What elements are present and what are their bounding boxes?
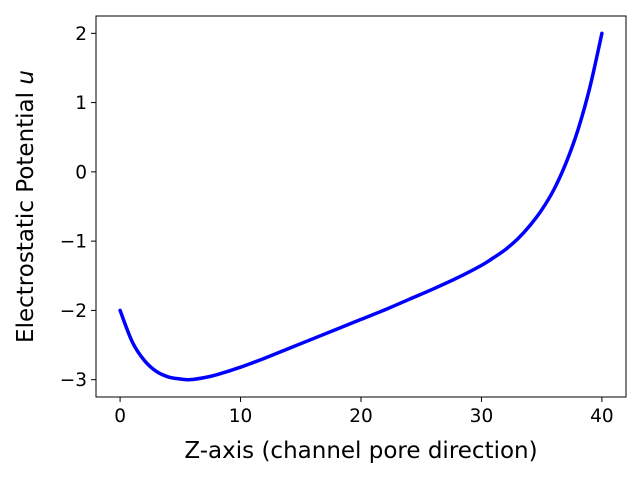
series-line [118,31,604,382]
y-axis-label-variable: u [13,70,39,85]
plot-area [118,31,604,382]
y-axis-label: Electrostatic Potential u [13,70,39,343]
y-axis-label-text: Electrostatic Potential [13,85,39,343]
y-tick-label: −2 [60,301,87,322]
y-tick-label: 1 [75,93,87,114]
x-tick-label: 0 [114,406,126,427]
y-axis-ticks: −3 −2 −1 0 1 2 [60,24,96,391]
x-tick-label: 30 [470,406,494,427]
y-tick-label: −1 [60,232,87,253]
x-tick-label: 20 [349,406,373,427]
y-tick-label: −3 [60,370,87,391]
y-tick-label: 2 [75,24,87,45]
x-tick-label: 10 [229,406,253,427]
axes-frame [95,15,627,398]
x-tick-label: 40 [590,406,614,427]
x-axis-ticks: 0 10 20 30 40 [114,397,614,427]
x-axis-label: Z-axis (channel pore direction) [184,438,537,464]
y-tick-label: 0 [75,162,87,183]
